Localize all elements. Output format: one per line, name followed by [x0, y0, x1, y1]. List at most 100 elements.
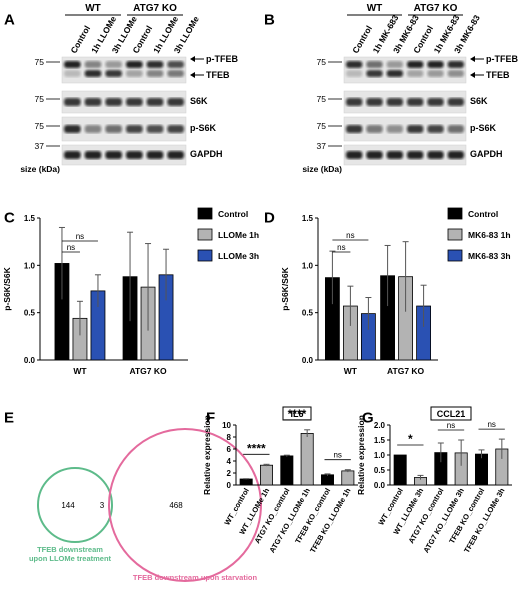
- significance-label: ns: [346, 231, 354, 240]
- band-tfeb: [366, 70, 383, 77]
- venn-label-right: TFEB downstream upon starvation: [133, 573, 258, 582]
- y-tick-label: 0.5: [302, 309, 314, 318]
- panel-label-f: F: [206, 409, 215, 426]
- band-tfeb: [167, 70, 184, 77]
- band-label: TFEB: [486, 70, 510, 80]
- venn-label-left: TFEB downstream: [37, 545, 103, 554]
- band-s6k: [407, 98, 424, 106]
- band-label: S6K: [190, 96, 208, 106]
- band-p-tfeb: [146, 61, 164, 68]
- mw-marker: 37: [35, 141, 45, 151]
- legend-label: MK6-83 1h: [468, 230, 511, 240]
- bar: [341, 470, 355, 486]
- legend-swatch: [197, 249, 213, 262]
- bar: [280, 455, 294, 486]
- band-gapdh: [84, 151, 102, 159]
- y-axis-label: p-S6K/S6K: [280, 266, 290, 310]
- legend-label: Control: [468, 209, 498, 219]
- band-gapdh: [105, 151, 122, 159]
- band-tfeb: [386, 70, 403, 77]
- band-gapdh: [407, 151, 424, 159]
- y-tick-label: 0.0: [374, 481, 386, 490]
- band-label: p-S6K: [190, 123, 217, 133]
- band-p-tfeb: [167, 61, 184, 68]
- bar: [259, 464, 273, 486]
- blot-strip: [61, 116, 187, 142]
- y-axis-label: Relative expression: [202, 415, 212, 495]
- legend-swatch: [447, 207, 463, 220]
- band-label: p-TFEB: [206, 54, 238, 64]
- y-axis-label: p-S6K/S6K: [2, 266, 12, 310]
- band-tfeb: [146, 70, 164, 77]
- venn-label-left: upon LLOMe treatment: [29, 554, 112, 563]
- band-ps6k: [146, 125, 164, 133]
- band-s6k: [427, 98, 444, 106]
- size-label: size (kDa): [302, 164, 342, 174]
- bar: [300, 432, 314, 486]
- blot-strip: [343, 56, 467, 84]
- band-gapdh: [167, 151, 184, 159]
- bar: [474, 453, 488, 486]
- y-tick-label: 1.5: [302, 214, 314, 223]
- band-tfeb: [64, 70, 81, 77]
- blot-strip: [343, 144, 467, 166]
- band-p-tfeb: [386, 61, 403, 68]
- band-gapdh: [346, 151, 363, 159]
- band-s6k: [64, 98, 81, 106]
- y-tick-label: 8: [227, 433, 232, 442]
- blot-strip: [61, 56, 187, 84]
- y-tick-label: 4: [227, 457, 232, 466]
- band-ps6k: [407, 125, 424, 133]
- legend-swatch: [447, 249, 463, 262]
- band-ps6k: [427, 125, 444, 133]
- band-p-tfeb: [427, 61, 444, 68]
- mw-marker: 75: [35, 94, 45, 104]
- blot-strip: [61, 90, 187, 114]
- venn-count-overlap: 3: [100, 501, 105, 510]
- y-tick-label: 1.5: [374, 436, 386, 445]
- legend-swatch: [197, 207, 213, 220]
- legend-label: LLOMe 3h: [218, 251, 259, 261]
- significance-label: ns: [333, 451, 341, 460]
- band-label: TFEB: [206, 70, 230, 80]
- band-gapdh: [386, 151, 403, 159]
- venn-circle-starvation: [108, 428, 262, 582]
- legend-swatch: [447, 228, 463, 241]
- band-s6k: [366, 98, 383, 106]
- x-category-label: ATG7 KO: [387, 366, 425, 376]
- band-p-tfeb: [346, 61, 363, 68]
- y-tick-label: 1.0: [24, 261, 36, 270]
- panel-label-b: B: [264, 11, 275, 28]
- significance-label: ns: [67, 243, 75, 252]
- y-tick-label: 1.5: [24, 214, 36, 223]
- panel-label-d: D: [264, 209, 275, 226]
- y-tick-label: 1.0: [374, 451, 386, 460]
- chart-title: IL6: [290, 409, 303, 419]
- y-tick-label: 10: [222, 421, 231, 430]
- band-label: p-S6K: [470, 123, 497, 133]
- bar: [393, 454, 407, 486]
- band-ps6k: [346, 125, 363, 133]
- band-s6k: [126, 98, 143, 106]
- y-tick-label: 0.0: [302, 356, 314, 365]
- significance-label: ns: [337, 243, 345, 252]
- band-p-tfeb: [84, 61, 102, 68]
- mw-marker: 75: [317, 121, 327, 131]
- band-p-tfeb: [64, 61, 81, 68]
- band-label: GAPDH: [190, 149, 223, 159]
- band-p-tfeb: [447, 61, 464, 68]
- band-ps6k: [105, 125, 122, 133]
- band-gapdh: [427, 151, 444, 159]
- band-p-tfeb: [105, 61, 122, 68]
- x-category-label: WT: [73, 366, 87, 376]
- band-s6k: [346, 98, 363, 106]
- group-label: ATG7 KO: [414, 3, 458, 14]
- mw-marker: 75: [317, 57, 327, 67]
- band-gapdh: [447, 151, 464, 159]
- arrow-head: [470, 56, 475, 62]
- y-tick-label: 0: [227, 481, 232, 490]
